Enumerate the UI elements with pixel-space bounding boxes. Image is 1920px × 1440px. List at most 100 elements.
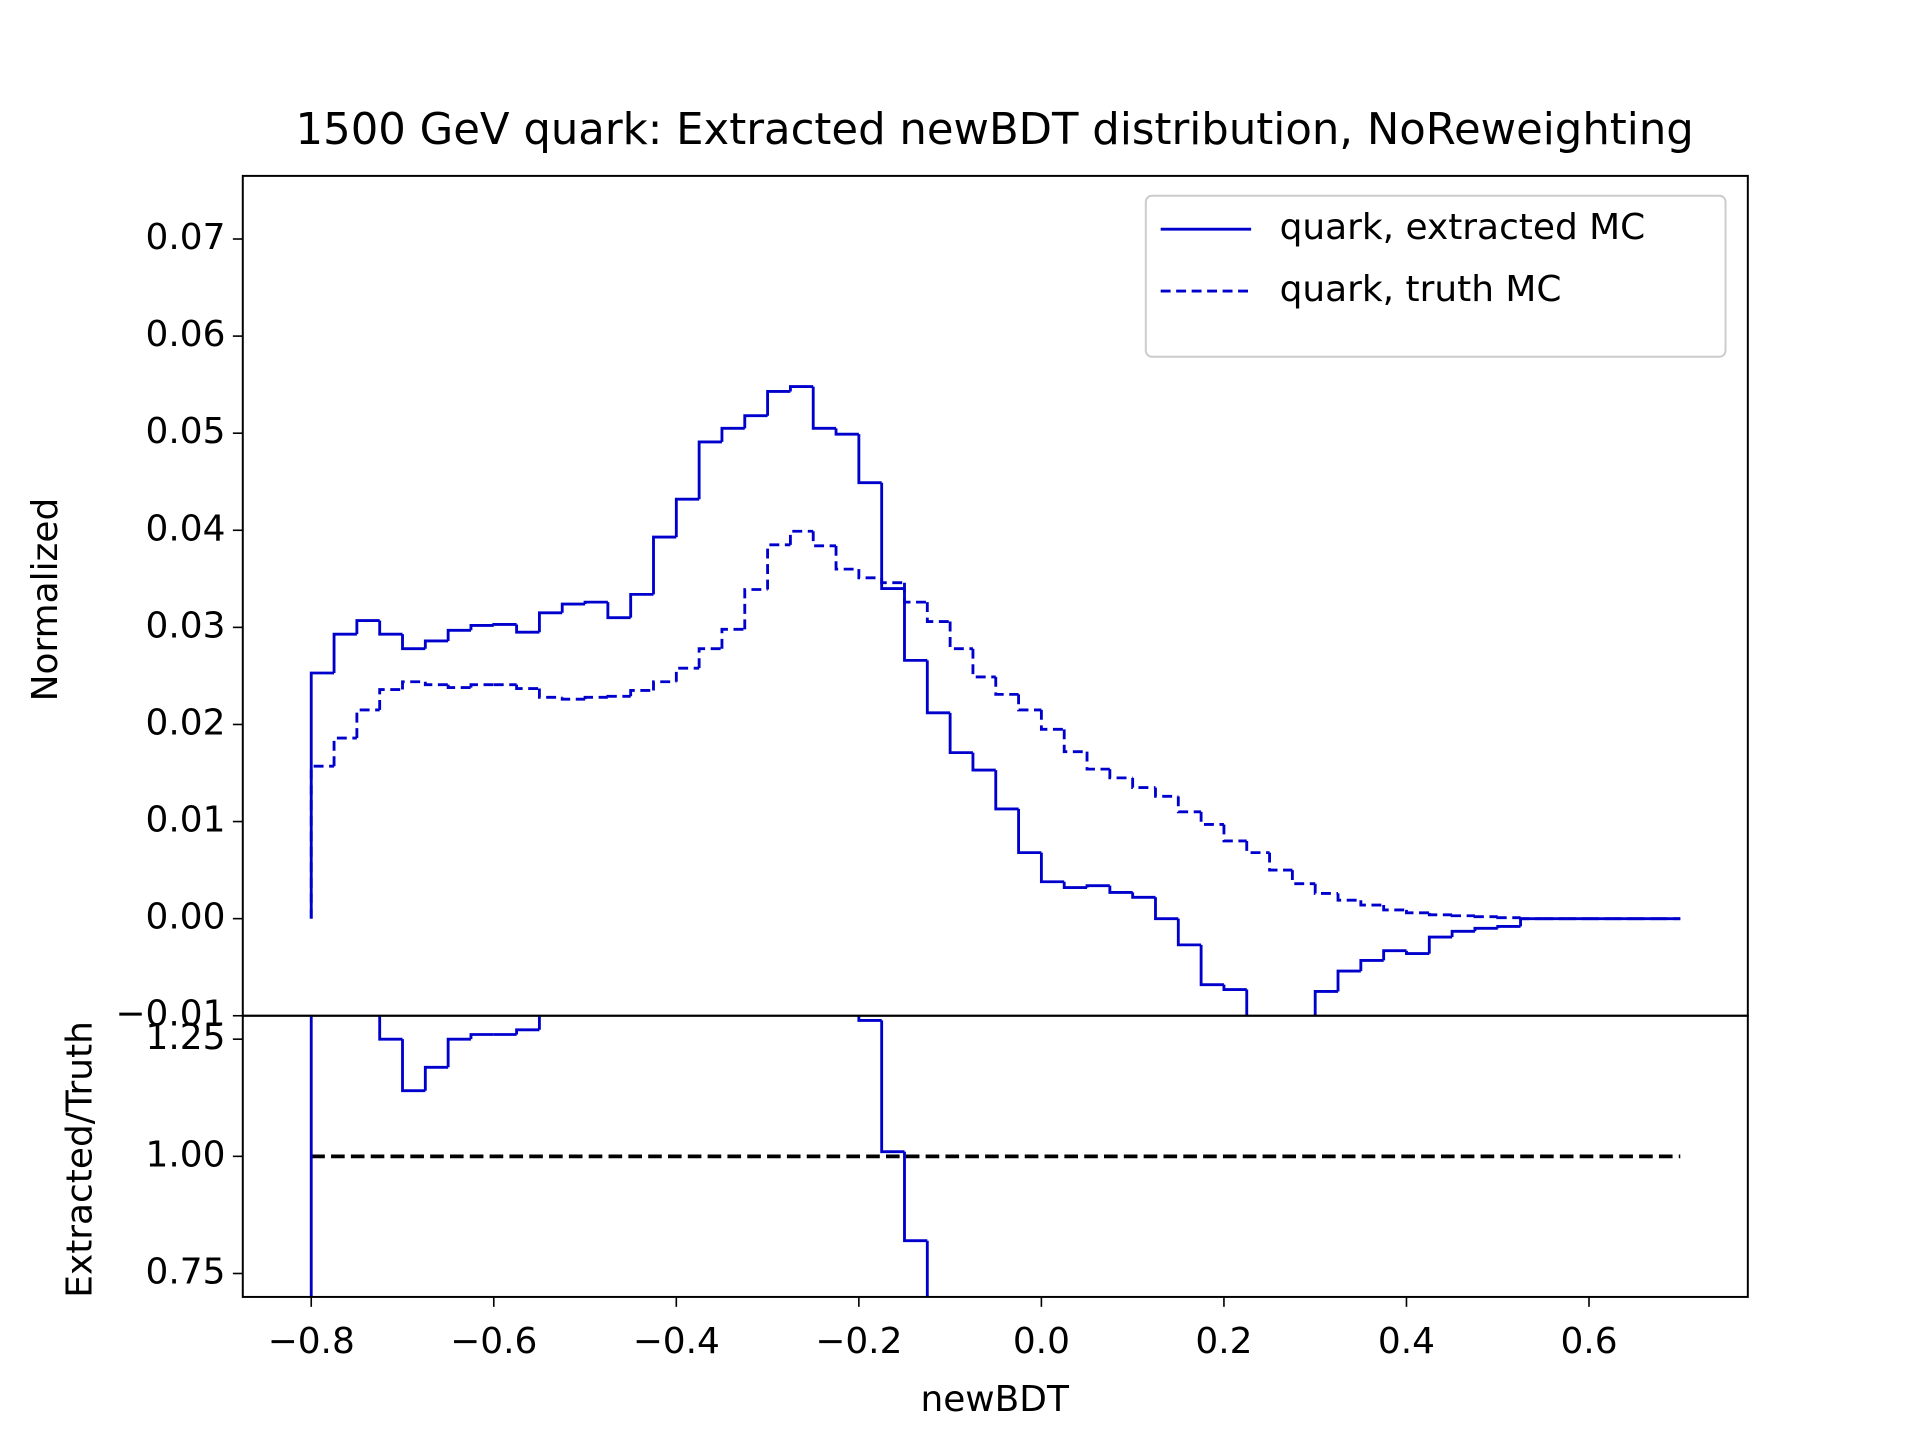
histogram-step [994, 770, 1019, 811]
x-tick-label: 0.0 [1013, 1321, 1070, 1362]
histogram-step [1085, 751, 1110, 771]
histogram-step [1245, 989, 1249, 1016]
histogram-step [720, 426, 745, 442]
histogram-step [788, 529, 814, 545]
histogram-step [674, 666, 700, 682]
histogram-step [652, 535, 677, 595]
histogram-step [1108, 769, 1133, 780]
histogram-step [1039, 709, 1065, 731]
legend-label: quark, extracted MC [1280, 207, 1646, 248]
histogram-step [1131, 777, 1156, 789]
histogram-step [903, 1151, 928, 1243]
histogram-step [1382, 949, 1407, 961]
histogram-step [515, 624, 540, 634]
histogram-step [811, 531, 837, 548]
histogram-step [1473, 926, 1498, 932]
histogram-step [652, 680, 677, 691]
histogram-step [1199, 811, 1224, 826]
chart-title: 1500 GeV quark: Extracted newBDT distrib… [296, 105, 1694, 155]
y-axis-label: Extracted/Truth [60, 1021, 101, 1298]
histogram-step [1336, 893, 1361, 902]
histogram-step [743, 588, 768, 630]
x-tick-label: 0.4 [1378, 1321, 1435, 1362]
histogram-step [1359, 900, 1384, 907]
histogram-step [446, 1037, 471, 1068]
histogram-step [1496, 924, 1521, 929]
histogram-step [925, 1240, 929, 1297]
histogram-step [834, 545, 859, 571]
histogram-step [1450, 929, 1475, 938]
histogram-step [1199, 944, 1224, 987]
histogram-step [423, 681, 449, 687]
histogram-step [697, 647, 722, 669]
histogram-step [1222, 984, 1247, 991]
histogram-step [1313, 883, 1339, 895]
histogram-step [537, 611, 563, 633]
histogram-step [469, 683, 494, 688]
histogram-step [1222, 824, 1247, 843]
histogram-step [423, 1065, 449, 1091]
histogram-step [788, 385, 814, 392]
histogram-step [857, 569, 882, 580]
histogram-step [857, 1015, 882, 1022]
histogram-step [880, 482, 905, 590]
histogram-step [560, 697, 586, 701]
histogram-step [1062, 881, 1088, 890]
legend-box [1144, 194, 1727, 358]
histogram-step [583, 600, 608, 605]
histogram-step [925, 660, 951, 715]
histogram-step [560, 602, 586, 613]
histogram-step [309, 764, 335, 919]
histogram-step [378, 620, 403, 636]
histogram-step [994, 676, 1019, 696]
y-axis-label: Normalized [25, 498, 66, 702]
histogram-step [880, 577, 905, 585]
histogram-step [743, 414, 768, 429]
histogram-step [446, 684, 471, 689]
histogram-step [971, 648, 996, 679]
histogram-step [401, 1039, 426, 1093]
histogram-step [515, 1028, 540, 1035]
histogram-step [1131, 892, 1156, 899]
histogram-step [1427, 912, 1453, 917]
histogram-step [606, 602, 631, 620]
histogram-step [629, 689, 654, 697]
histogram-step [720, 627, 745, 649]
histogram-step [903, 582, 928, 604]
histogram-step [1108, 885, 1133, 894]
histogram-step [1245, 840, 1270, 855]
histogram-step [1496, 916, 1521, 920]
histogram-step [880, 1020, 905, 1154]
y-tick-label: 0.01 [145, 800, 225, 841]
x-axis-label: newBDT [920, 1379, 1069, 1420]
x-tick-label: 0.2 [1195, 1321, 1252, 1362]
histogram-step [469, 624, 494, 631]
x-tick-label: −0.2 [815, 1321, 902, 1362]
histogram-step [1359, 958, 1384, 972]
y-tick-label: 0.07 [145, 217, 225, 258]
histogram-step [309, 1015, 313, 1297]
histogram-step [469, 1033, 494, 1040]
histogram-step [857, 434, 882, 485]
histogram-step [948, 712, 973, 755]
y-tick-label: −0.01 [115, 994, 225, 1035]
histogram-step [1154, 787, 1179, 798]
histogram-step [332, 736, 357, 767]
histogram-step [332, 632, 357, 674]
histogram-step [1473, 915, 1498, 919]
histogram-step [378, 1015, 403, 1041]
histogram-step [1405, 909, 1430, 915]
y-tick-label: 0.00 [145, 897, 225, 938]
histogram-step [1176, 918, 1202, 947]
histogram-step [515, 684, 540, 690]
histogram-step [766, 390, 791, 416]
x-tick-label: −0.4 [633, 1321, 720, 1362]
histogram-step [1405, 950, 1430, 956]
histogram-step [583, 695, 608, 700]
histogram-step [697, 440, 722, 500]
histogram-step [925, 602, 951, 623]
histogram-step [674, 497, 700, 538]
histogram-step [1039, 852, 1065, 884]
y-tick-label: 0.75 [145, 1251, 225, 1292]
